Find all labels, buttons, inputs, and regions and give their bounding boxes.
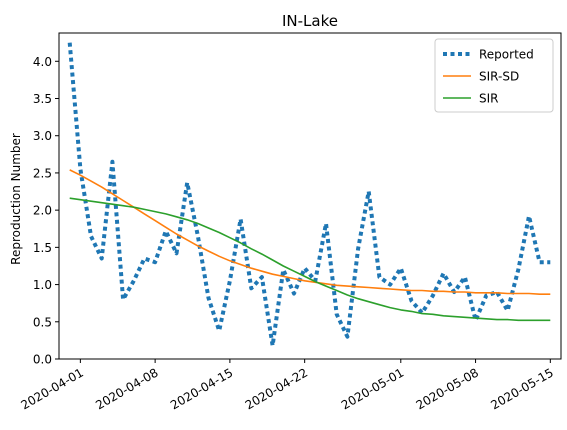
legend: Reported SIR-SD SIR: [434, 38, 554, 113]
y-tick-label: 1.5: [33, 241, 52, 255]
plot-frame: [58, 32, 562, 360]
y-axis: 0.0 0.5 1.0 1.5 2.0 2.5 3.0 3.5 4.0: [33, 55, 59, 367]
series-line-sir-sd: [69, 169, 551, 296]
chart-title: IN-Lake: [282, 12, 338, 30]
series-layer: [67, 42, 551, 348]
y-tick-label: 4.0: [33, 55, 52, 69]
y-tick-label: 3.5: [33, 92, 52, 106]
legend-box: [434, 38, 554, 113]
legend-label-reported: Reported: [479, 48, 534, 62]
y-tick-label: 0.0: [33, 353, 52, 367]
y-tick-label: 3.0: [33, 129, 52, 143]
series-line-sir: [69, 197, 551, 322]
y-tick-label: 2.0: [33, 204, 52, 218]
y-tick-label: 2.5: [33, 166, 52, 180]
legend-label-sir: SIR: [479, 92, 499, 106]
series-line-reported: [67, 42, 551, 348]
y-tick-label: 0.5: [33, 315, 52, 329]
legend-label-sir-sd: SIR-SD: [479, 70, 519, 84]
y-tick-label: 1.0: [33, 278, 52, 292]
y-axis-label: Reproduction Number: [9, 133, 23, 265]
